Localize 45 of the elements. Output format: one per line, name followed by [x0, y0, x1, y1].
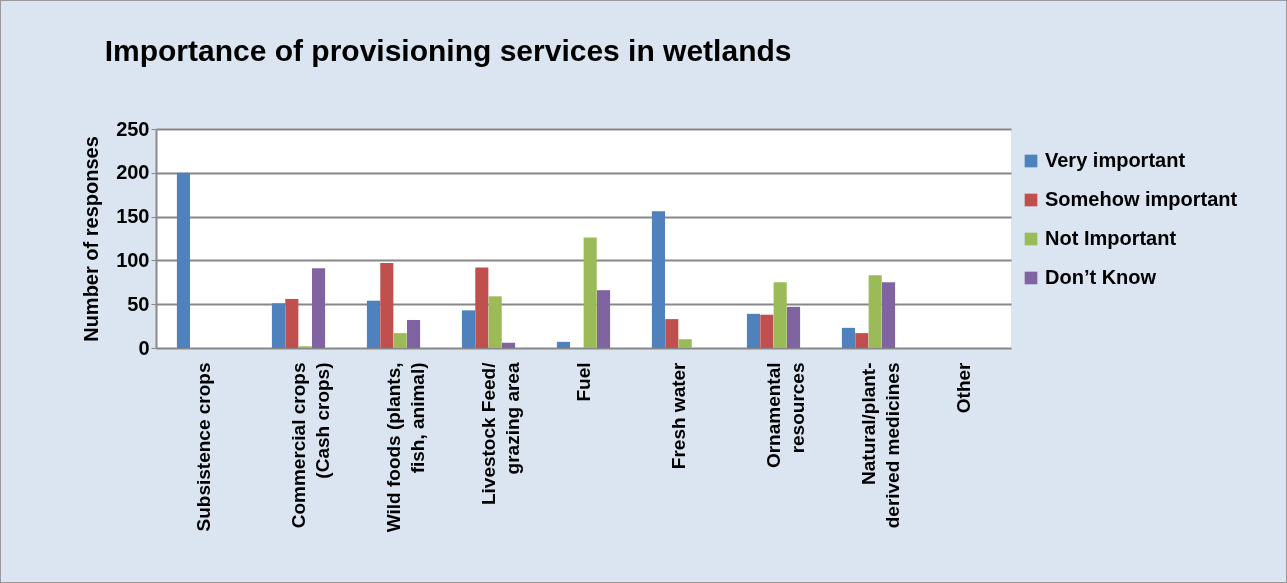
chart-title: Importance of provisioning services in wetlands — [104, 34, 792, 67]
y-tick-label: 200 — [116, 161, 150, 184]
bar — [787, 306, 801, 348]
bar — [556, 341, 570, 348]
bar — [380, 263, 394, 348]
y-tick-label: 250 — [116, 117, 150, 140]
bar — [597, 290, 611, 348]
bar — [868, 275, 882, 348]
bar — [475, 267, 489, 348]
y-axis-title: Number of responses — [80, 136, 103, 342]
bar — [312, 268, 326, 348]
bar — [407, 319, 421, 348]
bar — [366, 300, 380, 348]
x-tick-label: Other — [952, 361, 974, 414]
x-tick-label: Wild foods (plants, fish, animal) — [382, 362, 428, 533]
bar — [271, 303, 285, 348]
y-tick-label: 100 — [116, 248, 150, 271]
bar — [773, 282, 787, 348]
x-tick-label: Fuel — [572, 362, 594, 402]
y-tick-label: 0 — [138, 336, 150, 359]
legend-label: Don’t Know — [1045, 266, 1157, 288]
bar — [583, 237, 597, 348]
bar — [393, 333, 407, 348]
bar — [678, 339, 692, 348]
bar — [461, 310, 475, 348]
x-tick-label: Fresh water — [667, 361, 689, 470]
bar — [882, 282, 896, 348]
x-tick-label: Commercial crops (Cash crops) — [287, 362, 333, 529]
bar — [746, 313, 760, 348]
x-tick-label: Ornamental resources — [762, 362, 808, 469]
bar — [176, 172, 190, 348]
bar — [651, 211, 665, 348]
bar — [665, 319, 679, 348]
bar — [855, 333, 869, 348]
legend-label: Somehow important — [1045, 188, 1238, 210]
y-tick-label: 150 — [116, 205, 150, 228]
bar — [502, 342, 516, 348]
bar — [488, 296, 502, 348]
legend-label: Not Important — [1045, 227, 1177, 249]
y-tick-label: 50 — [127, 292, 150, 315]
bar — [760, 314, 774, 348]
bar — [841, 327, 855, 348]
bar — [285, 298, 299, 348]
x-tick-label: Subsistence crops — [192, 362, 214, 532]
legend-label: Very important — [1045, 149, 1186, 171]
